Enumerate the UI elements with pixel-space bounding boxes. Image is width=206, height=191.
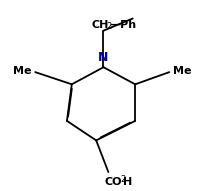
Text: —Ph: —Ph xyxy=(109,19,136,30)
Text: N: N xyxy=(98,51,108,64)
Text: CO: CO xyxy=(104,177,122,187)
Text: CH: CH xyxy=(91,19,108,30)
Text: 2: 2 xyxy=(106,22,111,31)
Text: Me: Me xyxy=(172,66,191,76)
Text: 2: 2 xyxy=(119,175,125,184)
Text: Me: Me xyxy=(13,66,31,76)
Text: H: H xyxy=(122,177,132,187)
